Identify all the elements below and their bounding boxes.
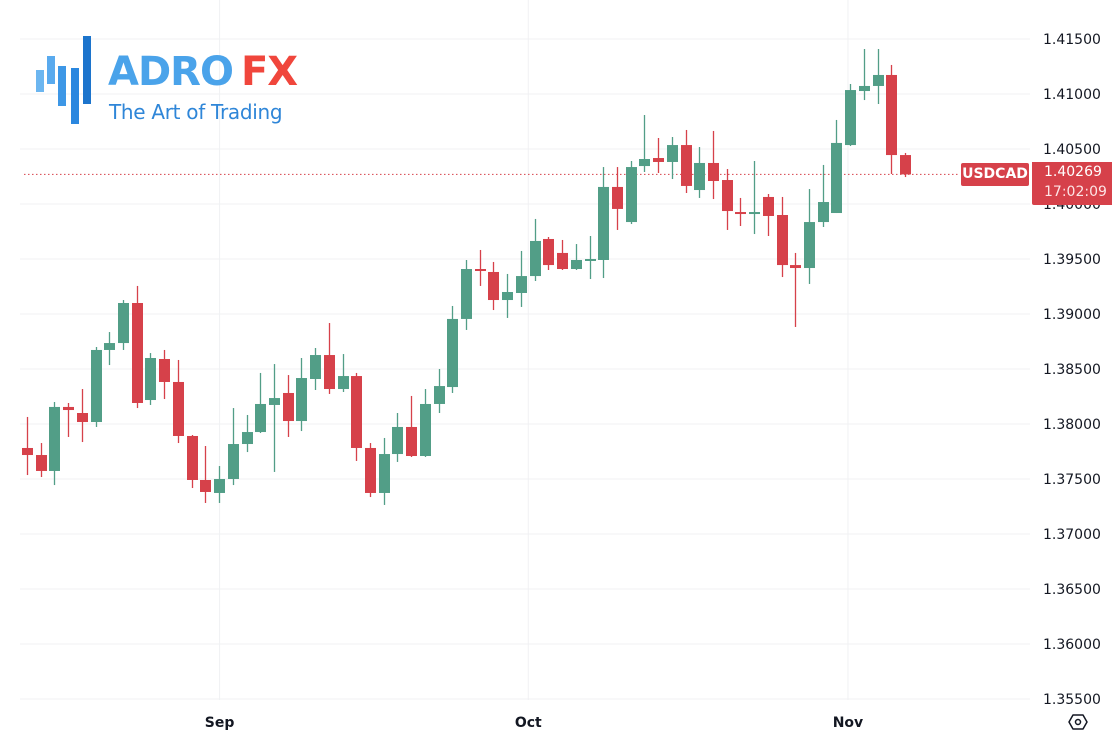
bar-countdown: 17:02:09	[1044, 184, 1107, 200]
candle-down	[159, 349, 170, 400]
candle-down	[653, 138, 664, 173]
candle-up	[434, 369, 445, 413]
candle-up	[845, 83, 856, 147]
candle-down	[324, 323, 335, 394]
candle-down	[132, 285, 143, 409]
time-tick-label: Sep	[205, 715, 235, 731]
candle-down	[200, 446, 211, 503]
candle-down	[22, 416, 33, 476]
candle-down	[187, 435, 198, 489]
price-tick-label: 1.37500	[1043, 472, 1101, 488]
time-tick-label: Nov	[833, 715, 863, 731]
candle-down	[886, 64, 897, 174]
price-tick-label: 1.35500	[1043, 692, 1101, 708]
logo-bars-icon	[34, 36, 96, 128]
candle-up	[626, 160, 637, 225]
price-tick-label: 1.36000	[1043, 637, 1101, 653]
candle-up	[516, 250, 527, 307]
candle-up	[447, 305, 458, 393]
settings-hex-icon	[1068, 714, 1088, 730]
candle-up	[310, 347, 321, 391]
chart-grid	[20, 0, 1030, 700]
candle-up	[104, 332, 115, 366]
candle-down	[365, 443, 376, 498]
price-axis[interactable]: 1.415001.410001.405001.400001.395001.390…	[1043, 32, 1101, 708]
candle-down	[900, 152, 911, 178]
candle-down	[173, 359, 184, 444]
candle-down	[283, 375, 294, 437]
price-tick-label: 1.38500	[1043, 362, 1101, 378]
candle-up	[804, 189, 815, 284]
candle-down	[790, 252, 801, 327]
price-tick-label: 1.40500	[1043, 142, 1101, 158]
candle-down	[475, 249, 486, 286]
candle-up	[461, 259, 472, 330]
candle-down	[406, 395, 417, 457]
candle-down	[488, 261, 499, 311]
candle-down	[681, 129, 692, 193]
candle-up	[749, 160, 760, 235]
candle-up	[585, 236, 596, 280]
candle-up	[214, 466, 225, 503]
candle-up	[420, 389, 431, 457]
candle-up	[228, 408, 239, 486]
logo-wordmark: ADRO FX	[108, 49, 298, 95]
candle-up	[392, 413, 403, 462]
candle-down	[763, 193, 774, 237]
symbol-label: USDCAD	[961, 163, 1029, 186]
last-price-label: 1.40269 17:02:09	[1032, 162, 1112, 205]
candle-up	[338, 354, 349, 392]
price-tick-label: 1.37000	[1043, 527, 1101, 543]
candle-up	[530, 218, 541, 281]
candle-down	[36, 443, 47, 478]
candle-up	[694, 147, 705, 198]
settings-button[interactable]	[1068, 712, 1088, 732]
candle-down	[708, 130, 719, 200]
candles	[22, 49, 911, 505]
candle-up	[859, 49, 870, 101]
candle-down	[722, 169, 733, 230]
price-tick-label: 1.36500	[1043, 582, 1101, 598]
candle-up	[873, 49, 884, 105]
candle-up	[269, 364, 280, 472]
time-axis[interactable]: Sep Oct Nov	[205, 715, 863, 731]
candle-down	[735, 197, 746, 226]
candle-up	[255, 372, 266, 434]
price-tick-label: 1.39500	[1043, 252, 1101, 268]
candle-up	[831, 119, 842, 214]
candle-down	[543, 237, 554, 270]
candle-down	[557, 239, 568, 270]
candle-down	[63, 402, 74, 437]
candle-up	[49, 402, 60, 486]
price-tick-label: 1.38000	[1043, 417, 1101, 433]
candle-down	[351, 372, 362, 461]
candle-up	[296, 358, 307, 432]
candle-up	[502, 273, 513, 318]
last-price-value: 1.40269	[1044, 164, 1102, 180]
candle-down	[612, 167, 623, 230]
adrofx-logo: ADRO FX The Art of Trading	[34, 36, 304, 128]
candle-up	[242, 414, 253, 453]
candle-up	[639, 115, 650, 172]
candle-up	[145, 353, 156, 405]
candle-up	[571, 244, 582, 270]
logo-fx: FX	[240, 49, 298, 95]
candle-up	[118, 300, 129, 350]
candle-down	[77, 389, 88, 443]
candle-down	[777, 196, 788, 278]
candle-up	[379, 437, 390, 505]
candle-up	[818, 164, 829, 227]
candle-up	[91, 347, 102, 427]
price-tick-label: 1.41500	[1043, 32, 1101, 48]
candle-up	[667, 137, 678, 180]
logo-tagline: The Art of Trading	[109, 100, 283, 124]
price-tick-label: 1.39000	[1043, 307, 1101, 323]
time-tick-label: Oct	[515, 715, 542, 731]
logo-adro: ADRO	[108, 49, 234, 95]
candle-up	[598, 167, 609, 279]
price-tick-label: 1.41000	[1043, 87, 1101, 103]
